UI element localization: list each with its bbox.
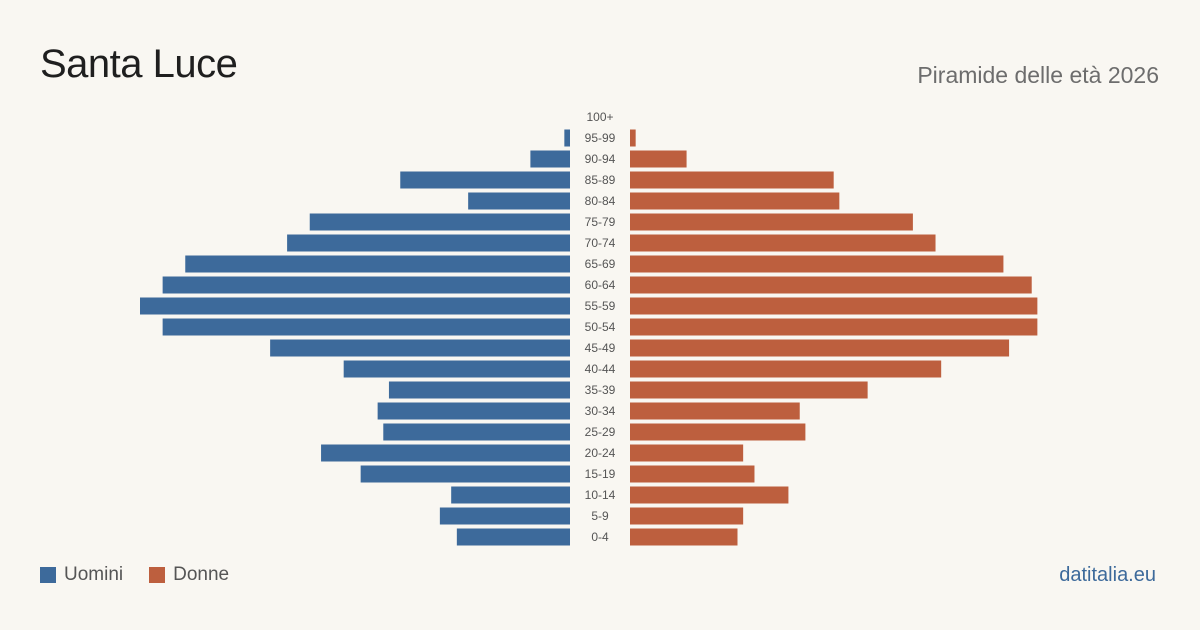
source-link[interactable]: datitalia.eu	[1059, 564, 1156, 586]
bar-women-45-49	[630, 339, 1010, 357]
bar-men-30-34	[377, 402, 570, 420]
bar-women-10-14	[630, 486, 789, 504]
bar-men-15-19	[360, 465, 570, 483]
age-label-30-34: 30-34	[585, 404, 616, 418]
age-label-85-89: 85-89	[585, 173, 616, 187]
bar-women-80-84	[630, 192, 840, 210]
bar-women-75-79	[630, 213, 913, 231]
age-label-0-4: 0-4	[591, 530, 609, 544]
age-label-75-79: 75-79	[585, 215, 616, 229]
bar-men-5-9	[439, 507, 570, 525]
bar-men-50-54	[162, 318, 570, 336]
bar-women-15-19	[630, 465, 755, 483]
age-label-50-54: 50-54	[585, 320, 616, 334]
bar-men-80-84	[468, 192, 570, 210]
chart-subtitle: Piramide delle età 2026	[917, 62, 1159, 88]
bar-women-65-69	[630, 255, 1004, 273]
age-label-35-39: 35-39	[585, 383, 616, 397]
bar-men-75-79	[309, 213, 570, 231]
age-label-15-19: 15-19	[585, 467, 616, 481]
bar-men-85-89	[400, 171, 570, 189]
age-label-40-44: 40-44	[585, 362, 616, 376]
bar-men-55-59	[140, 297, 570, 315]
bar-men-0-4	[456, 528, 570, 546]
age-label-60-64: 60-64	[585, 278, 616, 292]
bar-women-60-64	[630, 276, 1032, 294]
bar-women-20-24	[630, 444, 744, 462]
age-label-95-99: 95-99	[585, 131, 616, 145]
bar-men-60-64	[162, 276, 570, 294]
bar-women-35-39	[630, 381, 868, 399]
age-label-5-9: 5-9	[591, 509, 609, 523]
bar-women-95-99	[630, 129, 636, 147]
bar-women-25-29	[630, 423, 806, 441]
bar-women-50-54	[630, 318, 1038, 336]
age-label-90-94: 90-94	[585, 152, 616, 166]
bar-men-25-29	[383, 423, 570, 441]
bar-women-0-4	[630, 528, 738, 546]
legend-item-men: Uomini	[40, 564, 123, 586]
bar-women-90-94	[630, 150, 687, 168]
age-label-25-29: 25-29	[585, 425, 616, 439]
legend-item-women: Donne	[149, 564, 229, 586]
age-label-70-74: 70-74	[585, 236, 616, 250]
bar-women-5-9	[630, 507, 744, 525]
bar-women-30-34	[630, 402, 800, 420]
bar-men-10-14	[451, 486, 570, 504]
bar-men-65-69	[185, 255, 570, 273]
bar-women-70-74	[630, 234, 936, 252]
age-label-80-84: 80-84	[585, 194, 616, 208]
legend-label-women: Donne	[173, 564, 230, 585]
bar-men-70-74	[287, 234, 570, 252]
bar-women-55-59	[630, 297, 1038, 315]
bar-men-20-24	[321, 444, 570, 462]
page-title: Santa Luce	[40, 42, 238, 86]
legend-swatch-men	[40, 567, 56, 583]
age-label-20-24: 20-24	[585, 446, 616, 460]
bar-women-85-89	[630, 171, 834, 189]
age-label-45-49: 45-49	[585, 341, 616, 355]
legend-swatch-women	[149, 567, 166, 583]
bar-men-95-99	[564, 129, 570, 147]
legend: Uomini Donne	[40, 564, 229, 586]
age-label-55-59: 55-59	[585, 299, 616, 313]
bar-men-40-44	[343, 360, 570, 378]
age-label-100plus: 100+	[586, 110, 613, 124]
legend-label-men: Uomini	[64, 564, 124, 585]
bar-men-90-94	[530, 150, 570, 168]
age-label-65-69: 65-69	[585, 257, 616, 271]
bar-men-35-39	[388, 381, 570, 399]
bar-men-45-49	[270, 339, 570, 357]
bar-women-40-44	[630, 360, 942, 378]
age-label-10-14: 10-14	[585, 488, 616, 502]
